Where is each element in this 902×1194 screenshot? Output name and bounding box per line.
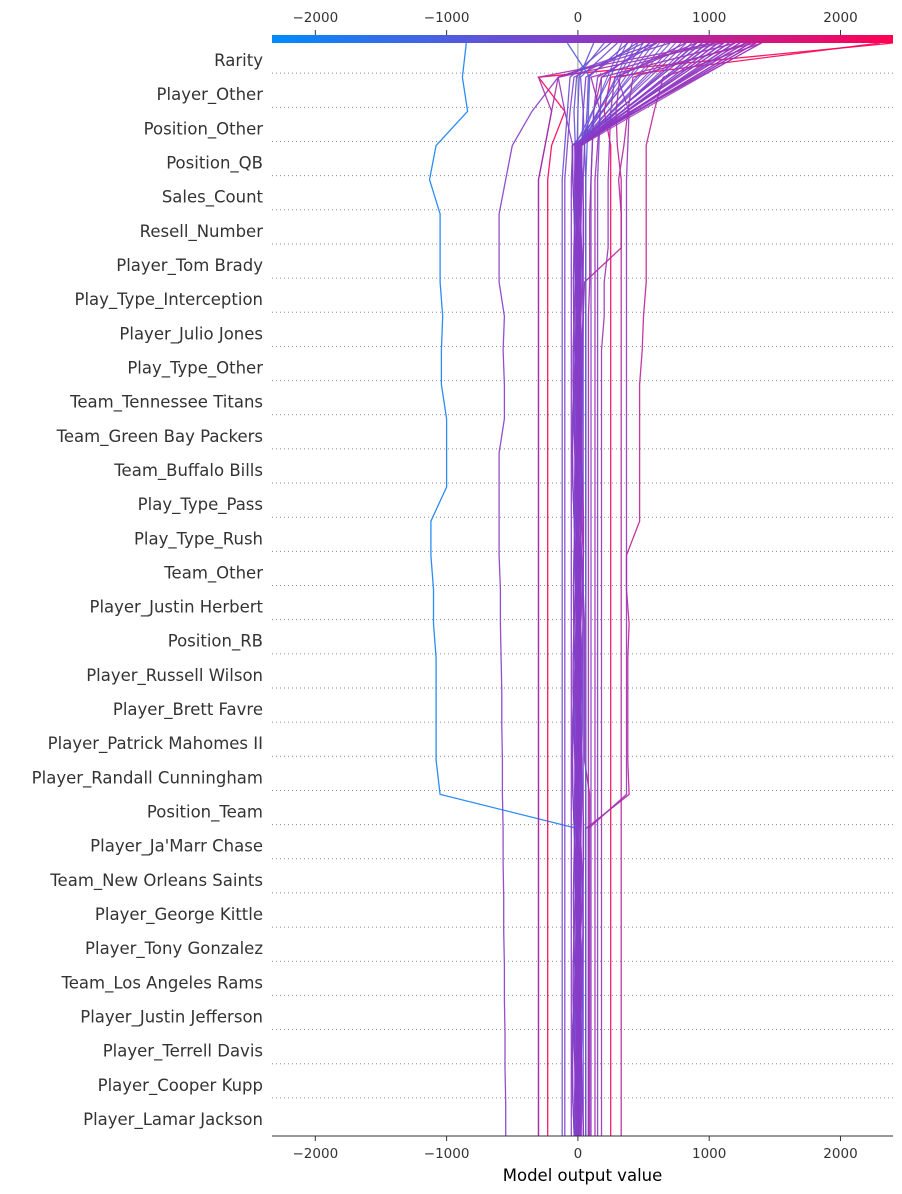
feature-label: Player_George Kittle [95,905,263,925]
feature-label: Player_Terrell Davis [103,1042,263,1062]
decision-path-bundle-39 [576,42,697,1136]
decision-path-21 [561,42,612,1136]
decision-path-3 [603,42,880,1136]
decision-path-bundle-26 [577,42,623,1137]
feature-label: Player_Julio Jones [119,324,263,344]
feature-label: Team_Other [163,563,263,583]
decision-path-6 [600,42,697,1136]
decision-path-7 [557,42,670,1136]
decision-path-bundle-7 [577,42,725,1137]
bottom-tick-label: 2000 [823,1146,857,1162]
decision-path-17 [596,42,651,1136]
decision-path-bundle-29 [577,42,751,1137]
decision-path-4 [585,42,762,1136]
feature-label: Player_Tom Brady [116,256,263,276]
feature-label: Player_Other [157,85,264,105]
decision-path-bundle-15 [577,42,682,1137]
decision-path-9 [590,42,710,1136]
top-axis: −2000 −1000 0 1000 2000 [292,10,858,35]
decision-path-bundle-27 [578,42,762,1137]
feature-label: Player_Patrick Mahomes II [48,734,263,754]
decision-path-bundle-1 [575,42,757,1137]
decision-path-23 [587,42,686,1136]
decision-path-bundle-30 [572,42,745,1137]
feature-label: Player_Tony Gonzalez [85,939,263,959]
feature-label: Player_Cooper Kupp [98,1076,263,1096]
feature-label: Team_Tennessee Titans [69,393,263,413]
decision-path-bundle-35 [578,42,719,1137]
top-tick-label: 0 [574,10,583,26]
decision-path-13 [537,42,716,1136]
decision-path-bundle-8 [578,42,719,1137]
decision-path-bundle-3 [572,42,746,1137]
decision-path-bundle-37 [577,42,708,1137]
feature-label: Team_Green Bay Packers [56,427,263,447]
decision-path-bundle-36 [575,42,713,1137]
top-tick-label: 1000 [692,10,726,26]
decision-path-2 [537,42,894,1136]
feature-label: Position_Other [144,119,264,139]
top-tick-label: −1000 [424,10,470,26]
decision-path-5 [581,42,749,1136]
bottom-tick-label: 1000 [692,1146,726,1162]
feature-label: Play_Type_Other [127,358,263,378]
decision-path-14 [615,42,756,1136]
feature-labels: Rarity Player_Other Position_Other Position… [32,51,264,1130]
bottom-axis: −2000 −1000 0 1000 2000 [272,1135,893,1162]
feature-label: Play_Type_Pass [138,495,263,515]
feature-label: Player_Russell Wilson [86,666,263,686]
feature-label: Play_Type_Interception [75,290,263,310]
bottom-tick-label: 0 [574,1146,583,1162]
feature-label: Position_RB [168,632,263,652]
decision-path-bundle-0 [571,42,762,1137]
decision-path-20 [590,42,658,1136]
decision-paths [428,42,894,1137]
top-color-bar [272,35,893,43]
feature-label: Player_Lamar Jackson [83,1110,263,1130]
decision-path-22 [566,42,591,1136]
decision-path-bundle-24 [578,42,634,1137]
feature-label: Position_Team [147,803,263,823]
decision-path-12 [537,42,723,1136]
decision-path-bundle-2 [577,42,752,1137]
decision-path-bundle-16 [578,42,677,1137]
decision-path-0 [498,42,657,1136]
decision-path-bundle-5 [578,42,736,1137]
top-tick-label: 2000 [823,10,857,26]
feature-label: Team_Los Angeles Rams [60,973,263,993]
feature-label: Play_Type_Rush [134,529,263,549]
decision-path-bundle-9 [575,42,714,1137]
feature-label: Team_New Orleans Saints [49,871,263,891]
bottom-tick-label: −1000 [424,1146,470,1162]
feature-label: Sales_Count [162,188,264,208]
decision-path-15 [564,42,644,1136]
feature-label: Player_Brett Favre [113,700,263,720]
top-tick-label: −2000 [292,10,338,26]
feature-label: Player_Ja'Marr Chase [90,837,263,857]
decision-path-bundle-11 [572,42,703,1137]
decision-path-bundle-38 [572,42,702,1137]
bottom-tick-label: −2000 [292,1146,338,1162]
feature-label: Player_Justin Herbert [90,598,264,618]
decision-path-bundle-28 [575,42,756,1137]
feature-label: Team_Buffalo Bills [113,461,263,481]
feature-label: Rarity [214,51,263,70]
decision-path-bundle-34 [577,42,724,1137]
feature-label: Player_Justin Jefferson [80,1007,263,1027]
feature-label: Resell_Number [140,222,264,242]
x-axis-title: Model output value [503,1166,663,1185]
feature-label: Player_Randall Cunningham [32,768,263,788]
decision-path-1 [428,42,579,1136]
feature-label: Position_QB [166,154,263,174]
